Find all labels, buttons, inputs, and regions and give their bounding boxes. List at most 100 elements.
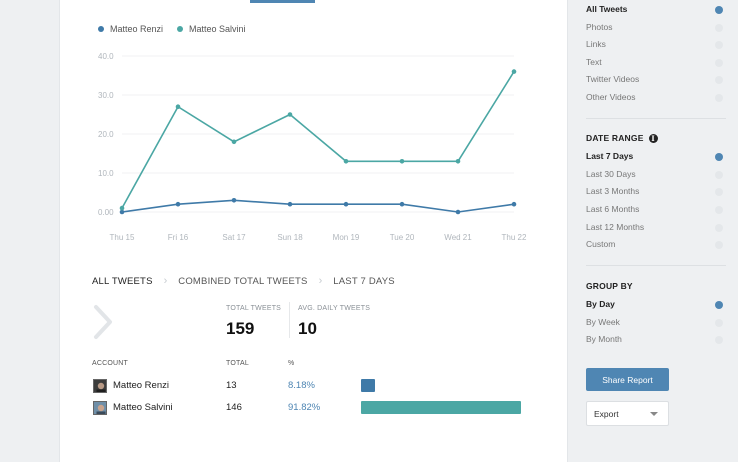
account-total: 146: [226, 402, 242, 413]
y-tick-label: 40.0: [98, 52, 114, 61]
date-range-custom[interactable]: Custom: [586, 238, 726, 252]
radio-icon[interactable]: [715, 153, 723, 161]
x-tick-label: Tue 20: [390, 233, 415, 242]
sidebar-divider: [586, 118, 726, 119]
radio-icon[interactable]: [715, 24, 723, 32]
share-bar: [361, 379, 535, 392]
share-bar: [361, 401, 535, 414]
account-percent: 8.18%: [288, 380, 315, 391]
data-point: [343, 201, 349, 207]
stat-value: 10: [298, 319, 317, 338]
report-card: 0.00 10.0 20.0 30.0 40.0 Thu 15 Fri 16 Sat 17 Su…: [59, 0, 568, 462]
data-point: [343, 159, 349, 164]
radio-icon[interactable]: [715, 171, 723, 179]
table-row[interactable]: Matteo Renzi 13 8.18%: [60, 376, 569, 396]
stat-value: 159: [226, 319, 255, 338]
legend-label: Matteo Renzi: [110, 24, 164, 34]
account-total: 13: [226, 380, 237, 391]
legend-item-salvini[interactable]: Matteo Salvini: [177, 24, 246, 34]
radio-icon[interactable]: [715, 59, 723, 67]
legend-item-renzi[interactable]: Matteo Renzi: [98, 24, 163, 34]
legend-dot-icon: [98, 26, 104, 32]
date-range-last-3-months[interactable]: Last 3 Months: [586, 185, 726, 199]
stat-avg-daily-tweets: Avg. Daily Tweets 10: [298, 305, 370, 339]
stat-label: Total Tweets: [226, 305, 282, 312]
x-tick-label: Sun 18: [277, 233, 303, 242]
legend-dot-icon: [177, 26, 184, 32]
date-range-label: Last 7 Days: [586, 151, 634, 161]
group-by-label: By Day: [586, 299, 615, 309]
data-point: [231, 139, 237, 145]
filter-label: Links: [586, 39, 606, 49]
data-point: [119, 209, 125, 215]
group-by-week[interactable]: By Week: [586, 316, 726, 330]
breadcrumb-combined-total[interactable]: Combined Total Tweets: [178, 275, 308, 287]
x-tick-label: Sat 17: [222, 233, 246, 242]
radio-icon[interactable]: [715, 224, 723, 232]
data-point: [119, 205, 125, 211]
filter-twitter-videos[interactable]: Twitter Videos: [586, 73, 726, 87]
account-name[interactable]: Matteo Salvini: [113, 402, 173, 413]
radio-icon[interactable]: [715, 94, 723, 102]
account-percent: 91.82%: [288, 402, 321, 413]
account-name[interactable]: Matteo Renzi: [113, 380, 169, 391]
share-bar-fill: [361, 401, 521, 414]
date-range-label: Last 3 Months: [586, 186, 640, 196]
date-range-last-7-days[interactable]: Last 7 Days: [586, 150, 726, 164]
radio-icon[interactable]: [715, 336, 723, 344]
chevron-right-icon: ›: [318, 275, 323, 287]
stat-label: Avg. Daily Tweets: [298, 305, 371, 312]
radio-icon[interactable]: [715, 301, 723, 309]
breadcrumb: All Tweets › Combined Total Tweets › Las…: [92, 275, 395, 287]
filter-label: Text: [586, 57, 602, 67]
stat-total-tweets: Total Tweets 159: [226, 305, 281, 339]
sidebar-divider: [586, 265, 726, 266]
export-dropdown[interactable]: Export: [586, 401, 669, 426]
date-range-last-30-days[interactable]: Last 30 Days: [586, 168, 726, 182]
radio-icon[interactable]: [715, 41, 723, 49]
data-point: [287, 112, 293, 117]
data-point: [511, 201, 517, 207]
filter-text[interactable]: Text: [586, 56, 726, 70]
y-tick-label: 20.0: [98, 130, 114, 139]
avatar: [93, 379, 107, 393]
date-range-label: Last 6 Months: [586, 204, 640, 214]
date-range-last-12-months[interactable]: Last 12 Months: [586, 221, 726, 235]
chevron-right-icon: ›: [163, 275, 168, 287]
date-range-label: Last 30 Days: [586, 169, 636, 179]
radio-icon[interactable]: [715, 188, 723, 196]
date-range-heading-label: Date Range: [586, 133, 644, 143]
x-tick-label: Mon 19: [333, 233, 360, 242]
group-by-label: By Month: [586, 334, 622, 344]
radio-icon[interactable]: [715, 206, 723, 214]
filter-label: Photos: [586, 22, 613, 32]
group-by-month[interactable]: By Month: [586, 333, 726, 347]
radio-icon[interactable]: [715, 76, 723, 84]
column-header-percent[interactable]: %: [288, 360, 295, 367]
radio-icon[interactable]: [715, 6, 723, 14]
radio-icon[interactable]: [715, 319, 723, 327]
filter-photos[interactable]: Photos: [586, 21, 726, 35]
avatar: [93, 401, 107, 415]
column-header-account[interactable]: Account: [92, 360, 129, 367]
breadcrumb-last-7-days[interactable]: Last 7 Days: [333, 275, 395, 287]
breadcrumb-all-tweets[interactable]: All Tweets: [92, 275, 153, 287]
share-report-button[interactable]: Share Report: [586, 368, 669, 391]
group-by-day[interactable]: By Day: [586, 298, 726, 312]
x-tick-label: Wed 21: [444, 233, 472, 242]
chart-legend: Matteo Renzi Matteo Salvini: [98, 24, 246, 34]
legend-label: Matteo Salvini: [189, 24, 246, 34]
filter-other-videos[interactable]: Other Videos: [586, 91, 726, 105]
y-tick-label: 10.0: [98, 169, 114, 178]
chevron-right-icon[interactable]: [92, 304, 114, 340]
data-point: [455, 209, 461, 215]
filter-label: Other Videos: [586, 92, 636, 102]
filter-links[interactable]: Links: [586, 38, 726, 52]
radio-icon[interactable]: [715, 241, 723, 249]
date-range-last-6-months[interactable]: Last 6 Months: [586, 203, 726, 217]
filter-all-tweets[interactable]: All Tweets: [586, 3, 726, 17]
info-icon[interactable]: i: [648, 133, 658, 143]
tweets-line-chart: 0.00 10.0 20.0 30.0 40.0 Thu 15 Fri 16 Sat 17 Su…: [98, 52, 527, 242]
table-row[interactable]: Matteo Salvini 146 91.82%: [60, 398, 569, 418]
column-header-total[interactable]: Total: [226, 360, 249, 367]
